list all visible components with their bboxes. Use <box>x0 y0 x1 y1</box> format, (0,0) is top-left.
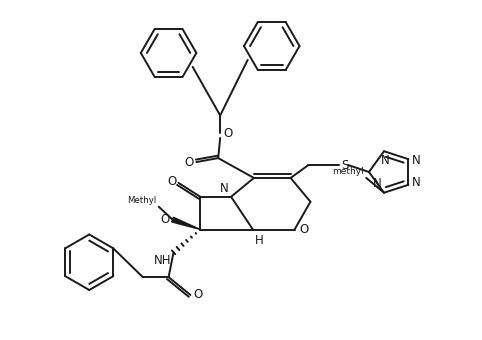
Text: O: O <box>184 156 193 169</box>
Text: N: N <box>412 154 420 167</box>
Text: O: O <box>223 127 232 140</box>
Text: Methyl: Methyl <box>127 196 157 205</box>
Text: S: S <box>341 158 348 172</box>
Text: O: O <box>193 288 202 302</box>
Text: O: O <box>299 223 309 236</box>
Text: O: O <box>167 175 176 188</box>
Text: N: N <box>381 154 389 167</box>
Polygon shape <box>172 217 201 230</box>
Text: N: N <box>373 177 382 190</box>
Text: N: N <box>412 176 420 189</box>
Text: H: H <box>255 235 264 248</box>
Text: O: O <box>161 213 170 226</box>
Text: N: N <box>220 182 229 195</box>
Text: NH: NH <box>154 254 172 267</box>
Text: methyl: methyl <box>333 167 364 176</box>
